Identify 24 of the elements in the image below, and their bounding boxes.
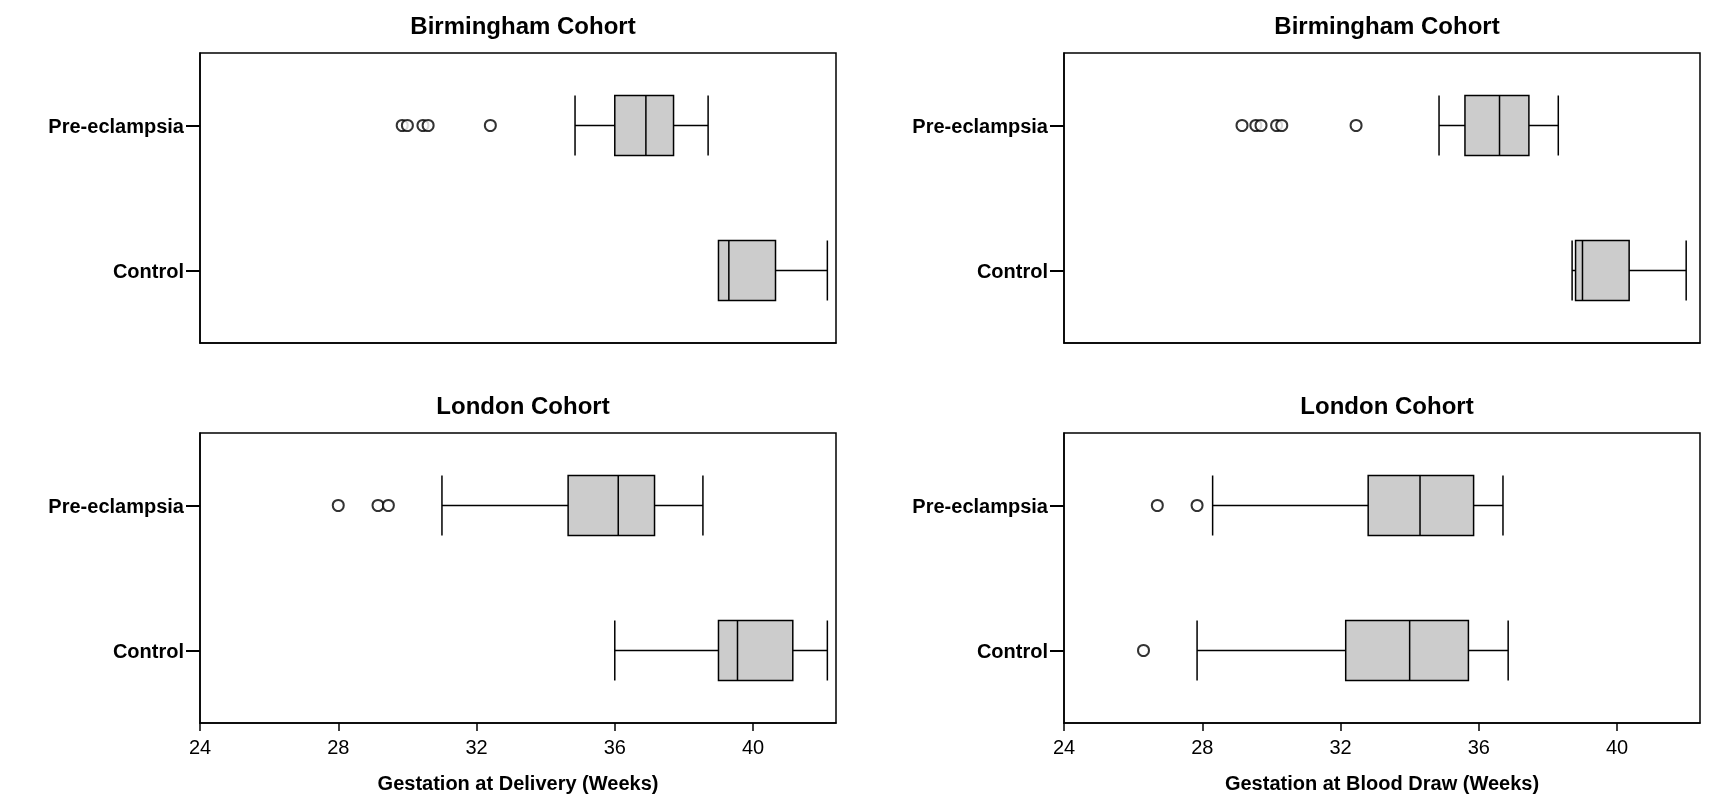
x-tick-label: 36 [1467,736,1490,758]
x-tick-label: 32 [1329,736,1352,758]
chart-title: London Cohort [436,391,610,419]
x-tick-label: 24 [188,736,212,758]
x-tick-label: 40 [1605,736,1629,758]
y-tick-label: Pre-eclampsia [48,114,185,137]
x-axis-title: Gestation at Blood Draw (Weeks) [1224,772,1540,794]
x-axis-title: Gestation at Delivery (Weeks) [377,772,659,794]
y-tick-label: Pre-eclampsia [912,494,1049,517]
y-tick-label: Pre-eclampsia [48,494,185,517]
x-tick-label: 32 [465,736,488,758]
y-tick-label: Control [976,639,1048,662]
y-tick-label: Pre-eclampsia [912,114,1049,137]
x-tick-label: 36 [603,736,626,758]
x-tick-label: 28 [1191,736,1214,758]
y-tick-label: Control [112,259,184,282]
x-tick-label: 24 [1052,736,1076,758]
x-tick-label: 40 [741,736,765,758]
y-tick-label: Control [112,639,184,662]
y-tick-label: Control [976,259,1048,282]
x-tick-label: 28 [327,736,350,758]
chart-title: Birmingham Cohort [1274,11,1500,39]
chart-title: Birmingham Cohort [410,11,636,39]
chart-title: London Cohort [1300,391,1474,419]
